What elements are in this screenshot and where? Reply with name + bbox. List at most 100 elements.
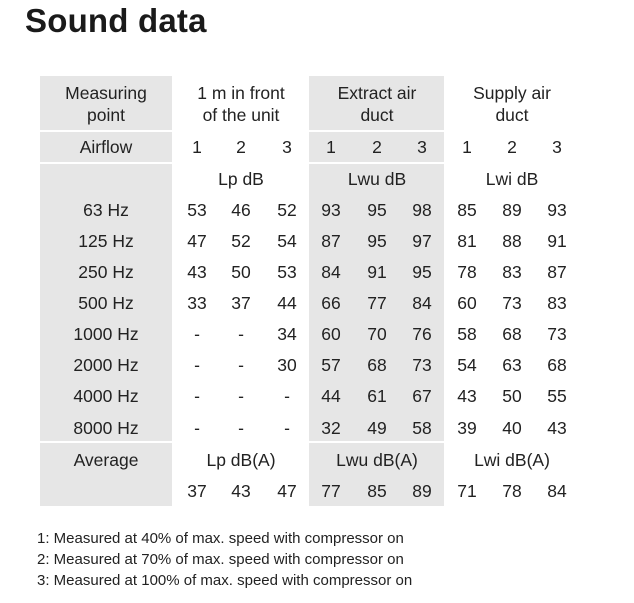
frequency-label: 2000 Hz [73, 355, 139, 375]
table-cell: 70 [367, 324, 387, 344]
table-cell: - [194, 418, 200, 438]
table-cell: 73 [547, 324, 567, 344]
table-cell: - [284, 386, 290, 406]
frequency-label: 4000 Hz [73, 386, 139, 406]
extract-average-unit: Lwu dB(A) [336, 450, 418, 470]
table-cell: 77 [367, 293, 387, 313]
table-cell: 43 [457, 386, 477, 406]
table-cell: 84 [412, 293, 432, 313]
table-cell: 78 [457, 262, 477, 282]
table-cell: 91 [547, 231, 567, 251]
table-cell: 91 [367, 262, 387, 282]
table-cell: 84 [321, 262, 341, 282]
table-cell: 95 [412, 262, 432, 282]
table-cell: 66 [321, 293, 341, 313]
table-cell: 33 [187, 293, 207, 313]
frequency-label: 1000 Hz [73, 324, 139, 344]
frequency-label: 500 Hz [78, 293, 134, 313]
airflow-number: 2 [372, 137, 382, 157]
table-cell: 50 [231, 262, 251, 282]
footnotes: 1: Measured at 40% of max. speed with co… [37, 528, 412, 591]
airflow-number: 1 [462, 137, 472, 157]
frequency-label: 250 Hz [78, 262, 134, 282]
table-cell: 44 [277, 293, 297, 313]
table-cell: - [194, 355, 200, 375]
table-cell: 39 [457, 418, 477, 438]
airflow-label: Airflow [79, 137, 133, 157]
table-cell: 53 [277, 262, 297, 282]
footnote: 1: Measured at 40% of max. speed with co… [37, 530, 404, 547]
page-title: Sound data [25, 2, 207, 39]
average-label: Average [73, 450, 139, 470]
table-cell: 97 [412, 231, 432, 251]
measuring-point-column [40, 76, 172, 506]
table-cell: 60 [321, 324, 341, 344]
table-cell: 34 [277, 324, 297, 344]
table-cell: 32 [321, 418, 341, 438]
average-value: 71 [457, 481, 477, 501]
table-cell: 95 [367, 231, 387, 251]
table-cell: 47 [187, 231, 207, 251]
table-cell: 52 [231, 231, 251, 251]
table-cell: 85 [457, 200, 477, 220]
table-cell: 93 [321, 200, 341, 220]
measuring-point-header: point [87, 105, 125, 125]
average-value: 47 [277, 481, 297, 501]
table-cell: 81 [457, 231, 477, 251]
average-value: 77 [321, 481, 341, 501]
table-cell: 68 [367, 355, 387, 375]
average-value: 84 [547, 481, 567, 501]
airflow-number: 1 [192, 137, 202, 157]
table-cell: 83 [547, 293, 567, 313]
table-cell: - [238, 324, 244, 344]
airflow-number: 2 [507, 137, 517, 157]
frequency-label: 8000 Hz [73, 418, 139, 438]
table-cell: 30 [277, 355, 297, 375]
table-cell: 98 [412, 200, 432, 220]
table-cell: - [238, 418, 244, 438]
table-cell: 49 [367, 418, 387, 438]
supply-unit: Lwi dB [485, 169, 539, 189]
table-cell: 58 [457, 324, 477, 344]
table-cell: 37 [231, 293, 251, 313]
table-cell: 73 [412, 355, 432, 375]
supply-average-unit: Lwi dB(A) [474, 450, 550, 470]
table-cell: 50 [502, 386, 522, 406]
frequency-label: 63 Hz [83, 200, 129, 220]
table-cell: - [194, 386, 200, 406]
table-cell: - [194, 324, 200, 344]
airflow-number: 3 [552, 137, 562, 157]
table-cell: 55 [547, 386, 567, 406]
average-value: 78 [502, 481, 522, 501]
extract-unit: Lwu dB [347, 169, 407, 189]
airflow-number: 3 [417, 137, 427, 157]
table-cell: 73 [502, 293, 522, 313]
supply-column-header: duct [495, 105, 529, 125]
extract-air-column [309, 76, 445, 506]
table-cell: 53 [187, 200, 207, 220]
extract-column-header: Extract air [337, 83, 417, 103]
airflow-number: 2 [236, 137, 246, 157]
front-column-header: of the unit [202, 105, 280, 125]
table-cell: - [238, 386, 244, 406]
table-cell: 83 [502, 262, 522, 282]
supply-column-header: Supply air [473, 83, 551, 103]
table-cell: 43 [547, 418, 567, 438]
table-cell: 40 [502, 418, 522, 438]
front-unit: Lp dB [218, 169, 264, 189]
average-value: 89 [412, 481, 432, 501]
table-cell: 76 [412, 324, 432, 344]
table-cell: 57 [321, 355, 341, 375]
table-cell: 63 [502, 355, 522, 375]
table-cell: 87 [547, 262, 567, 282]
table-cell: - [284, 418, 290, 438]
table-cell: 68 [502, 324, 522, 344]
airflow-divider [40, 162, 571, 164]
table-cell: 52 [277, 200, 297, 220]
column-divider [444, 76, 446, 506]
measuring-point-header: Measuring [65, 83, 147, 103]
footnote: 3: Measured at 100% of max. speed with c… [37, 572, 413, 589]
table-cell: - [238, 355, 244, 375]
front-average-unit: Lp dB(A) [206, 450, 276, 470]
airflow-number: 3 [282, 137, 292, 157]
